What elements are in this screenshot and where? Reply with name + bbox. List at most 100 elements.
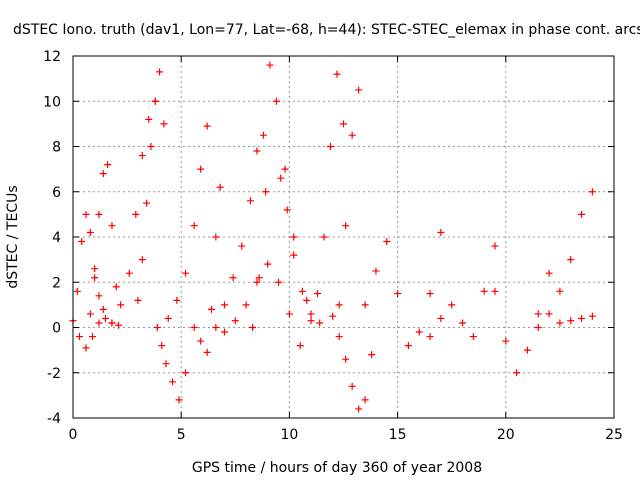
series-arc-19 <box>534 188 596 331</box>
data-point-marker <box>162 360 170 368</box>
data-point-marker <box>314 290 322 298</box>
data-point-marker <box>275 278 283 286</box>
data-point-marker <box>249 324 257 331</box>
x-tick-label: 0 <box>69 427 78 443</box>
data-point-marker <box>335 333 343 341</box>
data-point-marker <box>502 337 510 345</box>
data-point-marker <box>99 170 107 178</box>
data-point-marker <box>394 290 402 298</box>
data-point-marker <box>588 312 596 320</box>
data-point-marker <box>220 301 228 309</box>
data-point-marker <box>108 319 116 327</box>
data-point-marker <box>264 260 272 268</box>
data-point-marker <box>145 115 153 123</box>
data-point-marker <box>513 369 521 377</box>
data-point-marker <box>567 317 575 325</box>
data-point-marker <box>182 269 190 277</box>
data-point-marker <box>125 269 133 277</box>
y-tick-label: 2 <box>52 275 61 291</box>
data-point-marker <box>459 319 467 327</box>
data-point-marker <box>545 310 553 318</box>
data-point-marker <box>426 290 434 298</box>
data-point-marker <box>190 222 198 230</box>
y-tick-label: 0 <box>52 321 61 337</box>
y-tick-label: 10 <box>43 94 61 110</box>
series-arc-14 <box>329 86 363 320</box>
data-point-marker <box>95 319 103 327</box>
series-arc-17 <box>426 242 499 341</box>
data-point-marker <box>333 70 341 78</box>
y-tick-label: -2 <box>47 366 61 382</box>
data-point-marker <box>207 305 215 313</box>
data-point-marker <box>73 287 81 295</box>
data-point-marker <box>383 238 391 246</box>
data-point-marker <box>220 328 228 336</box>
y-tick-label: 4 <box>52 230 61 246</box>
data-point-marker <box>329 312 337 320</box>
chart-title: dSTEC Iono. truth (dav1, Lon=77, Lat=-68… <box>13 22 640 38</box>
data-point-marker <box>372 267 380 275</box>
series-arc-4 <box>108 97 159 327</box>
data-point-marker <box>86 228 94 236</box>
data-point-marker <box>143 199 151 207</box>
data-point-marker <box>262 188 270 196</box>
data-point-marker <box>175 396 183 404</box>
series-arc-9 <box>212 131 267 331</box>
data-point-marker <box>151 97 159 105</box>
data-point-marker <box>266 61 274 69</box>
y-tick-label: 8 <box>52 140 61 156</box>
data-point-marker <box>246 197 254 205</box>
data-point-marker <box>253 147 261 155</box>
series-arc-20 <box>556 312 596 327</box>
data-point-marker <box>307 310 315 318</box>
series-arc-13 <box>307 70 347 325</box>
data-point-marker <box>197 337 205 345</box>
series-arc-6 <box>153 324 190 404</box>
data-point-marker <box>437 228 445 236</box>
y-tick-label: 12 <box>43 49 61 65</box>
x-tick-label: 5 <box>177 427 186 443</box>
data-point-marker <box>153 324 161 331</box>
data-point-marker <box>469 333 477 341</box>
data-point-marker <box>303 296 311 304</box>
series-arc-12 <box>277 174 324 327</box>
data-point-marker <box>534 324 542 331</box>
data-point-marker <box>290 251 298 259</box>
data-point-marker <box>534 310 542 318</box>
data-point-marker <box>285 310 293 318</box>
data-point-marker <box>216 183 224 191</box>
series-arc-5 <box>134 68 168 304</box>
data-point-marker <box>238 242 246 250</box>
x-tick-label: 25 <box>605 427 623 443</box>
data-point-marker <box>82 344 90 352</box>
data-point-marker <box>296 342 304 350</box>
x-tick-label: 20 <box>497 427 515 443</box>
series-arc-1 <box>69 210 107 325</box>
data-point-marker <box>242 301 250 309</box>
series-arc-16 <box>361 228 445 350</box>
data-point-marker <box>104 161 112 169</box>
series-arc-15 <box>335 333 376 413</box>
data-point-marker <box>231 317 239 325</box>
data-point-marker <box>138 152 146 160</box>
data-point-marker <box>283 206 291 214</box>
data-point-marker <box>259 131 267 139</box>
x-tick-label: 15 <box>389 427 407 443</box>
data-point-marker <box>480 287 488 295</box>
data-point-marker <box>95 210 103 218</box>
data-point-marker <box>327 143 335 150</box>
data-point-marker <box>190 324 198 331</box>
data-point-marker <box>281 165 289 173</box>
data-point-marker <box>91 265 99 273</box>
x-tick-label: 10 <box>280 427 298 443</box>
data-point-marker <box>567 256 575 264</box>
data-point-marker <box>147 143 155 150</box>
axis-ticks: 0 5 10 15 20 25 -4 -2 0 2 4 6 8 10 12 <box>43 49 623 443</box>
grid-lines <box>73 56 614 418</box>
data-point-marker <box>491 287 499 295</box>
data-point-marker <box>203 122 211 130</box>
data-point-marker <box>114 321 122 329</box>
x-axis-label: GPS time / hours of day 360 of year 2008 <box>192 460 482 476</box>
data-point-marker <box>212 233 220 241</box>
